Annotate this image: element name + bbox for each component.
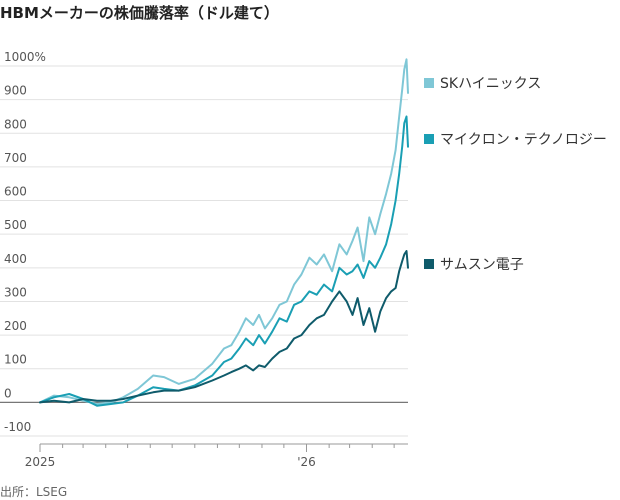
x-tick-label: '26 [297,455,316,469]
chart-title: HBMメーカーの株価騰落率（ドル建て） [0,4,279,22]
series-line-3 [39,250,409,404]
legend-item: サムスン電子 [424,255,524,273]
y-tick-label: 500 [4,218,27,232]
x-tick-label: 2025 [25,455,56,469]
y-tick-label: -100 [4,420,31,434]
y-tick-label: 800 [4,117,27,131]
series-line-2 [39,115,409,407]
legend-label: SKハイニックス [440,76,542,92]
grid-layer [0,65,408,437]
legend-swatch [424,78,434,88]
source-note: 出所：LSEG [0,485,68,499]
x-axis: 2025 '26 [25,443,408,469]
y-tick-label: 400 [4,252,27,266]
y-tick-label: 1000% [4,50,46,64]
legend-label: サムスン電子 [440,257,524,273]
legend-swatch [424,259,434,269]
y-tick-label: 700 [4,151,27,165]
y-axis-labels: -100 0 100 200 300 400 500 600 700 800 900 1000% [4,50,46,434]
y-tick-label: 300 [4,285,27,299]
legend-swatch [424,134,434,144]
series-layer [39,58,409,407]
y-tick-label: 900 [4,84,27,98]
legend-item: SKハイニックス [424,74,541,92]
y-tick-label: 600 [4,185,27,199]
legend-label: マイクロン・テクノロジー [440,132,607,148]
y-tick-label: 0 [4,386,12,400]
series-line-1 [39,58,409,405]
legend-item: マイクロン・テクノロジー [424,130,607,148]
y-tick-label: 200 [4,319,27,333]
y-tick-label: 100 [4,353,27,367]
